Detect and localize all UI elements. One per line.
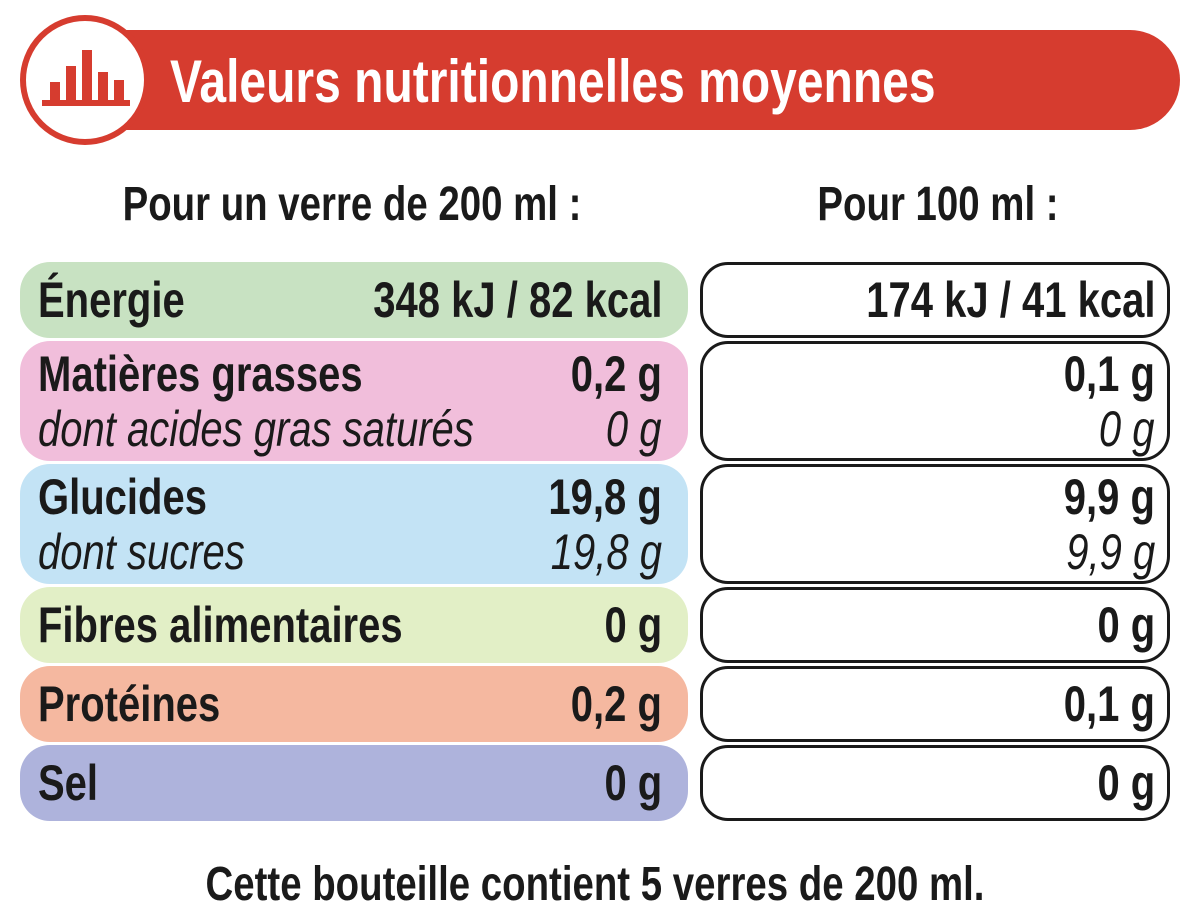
nutrient-label: Matières grasses <box>38 346 363 402</box>
value-per-glass: 0 g <box>604 755 662 811</box>
column-header: Pour 100 ml : <box>817 178 1059 231</box>
value-per-glass: 0,2 g <box>570 676 662 732</box>
value-box <box>700 587 1170 663</box>
column-header: Pour un verre de 200 ml : <box>122 178 582 231</box>
sub-value-per-glass: 19,8 g <box>550 524 662 580</box>
value-per-100ml: 0,1 g <box>1063 676 1155 732</box>
row-background <box>20 745 688 821</box>
sub-value-per-glass: 0 g <box>606 401 662 457</box>
value-box <box>700 666 1170 742</box>
value-per-100ml: 174 kJ / 41 kcal <box>865 272 1155 328</box>
nutrient-label: Sel <box>38 755 99 811</box>
sub-label: dont sucres <box>38 524 245 580</box>
nutrient-label: Glucides <box>38 469 207 525</box>
nutrient-label: Énergie <box>38 272 185 328</box>
value-box <box>700 262 1170 338</box>
value-per-100ml: 0,1 g <box>1063 346 1155 402</box>
nutrient-label: Protéines <box>38 676 221 732</box>
value-box <box>700 341 1170 461</box>
row-background <box>20 341 688 461</box>
value-box <box>700 464 1170 584</box>
footer: Cette bouteille contient 5 verres de 200… <box>205 858 985 911</box>
icon-bars <box>42 50 130 106</box>
value-per-glass: 348 kJ / 82 kcal <box>372 272 662 328</box>
value-per-glass: 0 g <box>604 597 662 653</box>
value-per-100ml: 9,9 g <box>1063 469 1155 525</box>
sub-value-per-100ml: 9,9 g <box>1066 524 1155 580</box>
nutrient-label: Fibres alimentaires <box>38 597 403 653</box>
value-per-glass: 0,2 g <box>570 346 662 402</box>
value-per-100ml: 0 g <box>1097 597 1155 653</box>
value-per-glass: 19,8 g <box>548 469 662 525</box>
header-bar <box>60 30 1180 130</box>
sub-label: dont acides gras saturés <box>38 401 474 457</box>
row-background <box>20 464 688 584</box>
title: Valeurs nutritionnelles moyennes <box>170 48 936 115</box>
value-box <box>700 745 1170 821</box>
row-background <box>20 587 688 663</box>
row-background <box>20 666 688 742</box>
value-per-100ml: 0 g <box>1097 755 1155 811</box>
row-background <box>20 262 688 338</box>
sub-value-per-100ml: 0 g <box>1099 401 1155 457</box>
